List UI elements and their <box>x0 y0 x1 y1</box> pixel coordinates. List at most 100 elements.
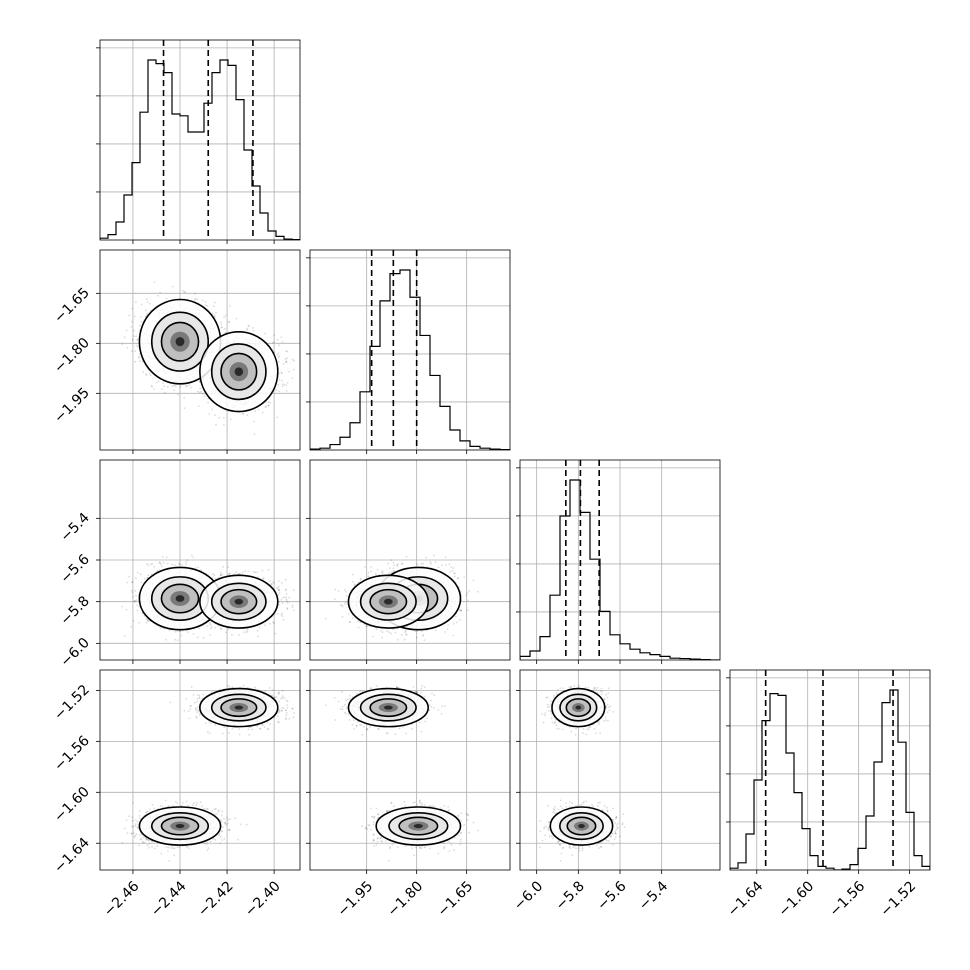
scatter-point <box>288 596 291 599</box>
scatter-point <box>276 338 279 341</box>
scatter-point <box>158 561 161 564</box>
scatter-point <box>149 302 151 305</box>
scatter-point <box>146 620 149 622</box>
scatter-point <box>121 343 124 346</box>
scatter-point <box>174 385 177 387</box>
scatter-point <box>194 299 196 301</box>
scatter-point <box>183 291 186 293</box>
scatter-point <box>130 625 133 628</box>
y-tick-label: −1.80 <box>51 335 93 377</box>
scatter-point <box>174 631 177 633</box>
scatter-point <box>209 634 211 636</box>
scatter-point <box>214 578 216 580</box>
scatter-point <box>148 372 151 375</box>
scatter-point <box>177 393 179 396</box>
histogram-step-line <box>310 269 510 450</box>
scatter-point <box>173 389 176 392</box>
scatter-point <box>281 379 284 382</box>
panel-background <box>100 40 300 240</box>
scatter-point <box>219 321 222 324</box>
scatter-point <box>276 416 279 419</box>
scatter-point <box>185 561 187 563</box>
scatter-point <box>286 602 289 605</box>
scatter-point <box>163 385 166 388</box>
scatter-point <box>219 574 222 577</box>
scatter-point <box>227 320 230 323</box>
scatter-point <box>285 384 288 387</box>
scatter-point <box>161 555 164 558</box>
scatter-point <box>285 390 288 392</box>
scatter-point <box>209 624 212 626</box>
scatter-point <box>291 377 294 379</box>
scatter-point <box>131 338 134 341</box>
scatter-point <box>157 380 160 383</box>
scatter-point <box>252 329 255 332</box>
scatter-point <box>224 314 227 317</box>
scatter-point <box>126 346 129 349</box>
scatter-point <box>277 384 280 386</box>
scatter-point <box>278 378 281 381</box>
scatter-point <box>145 374 148 376</box>
scatter-point <box>192 633 195 635</box>
scatter-point <box>136 338 139 340</box>
scatter-point <box>202 392 204 395</box>
scatter-point <box>166 385 169 388</box>
scatter-point <box>198 380 201 382</box>
scatter-point <box>277 580 280 582</box>
scatter-point <box>292 368 295 371</box>
scatter-point <box>277 356 280 359</box>
scatter-point <box>136 339 139 341</box>
scatter-point <box>150 385 153 387</box>
scatter-point <box>128 575 131 578</box>
scatter-point <box>223 416 225 419</box>
scatter-point <box>165 297 168 300</box>
scatter-point <box>282 362 285 365</box>
scatter-point <box>214 316 216 318</box>
scatter-point <box>293 609 295 612</box>
scatter-point <box>241 571 244 574</box>
scatter-point <box>138 357 140 359</box>
scatter-point <box>136 345 139 348</box>
scatter-point <box>280 336 283 339</box>
scatter-point <box>288 370 291 373</box>
scatter-point <box>254 410 257 413</box>
scatter-point <box>247 570 250 573</box>
scatter-point <box>140 320 143 323</box>
scatter-point <box>285 360 288 363</box>
scatter-point <box>159 563 162 566</box>
scatter-point <box>215 423 217 426</box>
scatter-point <box>131 320 133 323</box>
scatter-point <box>284 589 287 592</box>
scatter-point <box>181 289 184 292</box>
scatter-point <box>276 586 278 589</box>
panel-1-0 <box>96 249 301 454</box>
scatter-point <box>223 424 225 427</box>
panel-frame <box>309 249 511 451</box>
scatter-point <box>123 635 126 637</box>
scatter-point <box>277 352 280 355</box>
scatter-point <box>171 285 174 288</box>
scatter-point <box>269 622 271 625</box>
scatter-point <box>198 391 201 394</box>
scatter-point <box>283 383 286 386</box>
scatter-point <box>257 576 259 578</box>
scatter-point <box>291 358 294 361</box>
scatter-point <box>285 361 287 364</box>
scatter-point <box>151 385 154 388</box>
scatter-point <box>286 607 288 609</box>
scatter-point <box>155 381 158 384</box>
scatter-point <box>284 358 287 361</box>
y-tick-label: −1.95 <box>51 385 93 427</box>
density-contour <box>234 367 244 376</box>
scatter-point <box>228 321 231 324</box>
scatter-point <box>281 383 284 386</box>
scatter-point <box>204 300 207 303</box>
scatter-point <box>211 408 214 411</box>
scatter-point <box>242 413 245 415</box>
scatter-point <box>130 350 133 353</box>
scatter-point <box>231 633 233 636</box>
scatter-point <box>161 388 164 390</box>
scatter-point <box>230 418 232 421</box>
scatter-point <box>136 604 139 607</box>
